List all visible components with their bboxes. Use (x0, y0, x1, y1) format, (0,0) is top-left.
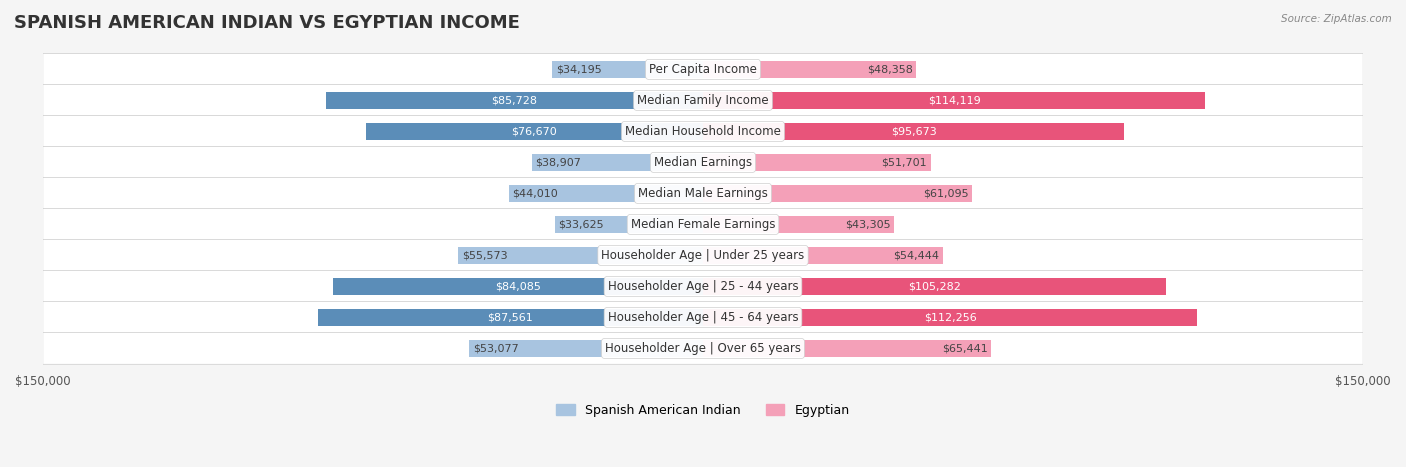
Text: $51,701: $51,701 (882, 157, 927, 168)
Bar (318, 309, 703, 326)
Bar (703, 92, 1205, 109)
Text: $87,561: $87,561 (488, 312, 533, 322)
FancyBboxPatch shape (42, 54, 1364, 85)
FancyBboxPatch shape (42, 333, 1364, 364)
Text: $85,728: $85,728 (491, 95, 537, 106)
Bar (703, 340, 991, 357)
Text: Median Earnings: Median Earnings (654, 156, 752, 169)
Bar (703, 185, 972, 202)
Text: $55,573: $55,573 (461, 250, 508, 261)
Text: $61,095: $61,095 (922, 188, 969, 198)
Text: $48,358: $48,358 (866, 64, 912, 74)
Text: $114,119: $114,119 (928, 95, 980, 106)
Text: $54,444: $54,444 (893, 250, 939, 261)
Text: Median Household Income: Median Household Income (626, 125, 780, 138)
Text: Median Female Earnings: Median Female Earnings (631, 218, 775, 231)
Bar (555, 216, 703, 233)
FancyBboxPatch shape (42, 302, 1364, 333)
Bar (553, 61, 703, 78)
Text: Householder Age | Under 25 years: Householder Age | Under 25 years (602, 249, 804, 262)
Text: $76,670: $76,670 (512, 127, 557, 136)
Text: $65,441: $65,441 (942, 343, 988, 354)
Text: Per Capita Income: Per Capita Income (650, 63, 756, 76)
FancyBboxPatch shape (42, 147, 1364, 178)
Bar (703, 309, 1197, 326)
Text: $84,085: $84,085 (495, 282, 541, 291)
Bar (326, 92, 703, 109)
Bar (703, 154, 931, 171)
Text: Householder Age | 45 - 64 years: Householder Age | 45 - 64 years (607, 311, 799, 324)
FancyBboxPatch shape (42, 209, 1364, 240)
Text: SPANISH AMERICAN INDIAN VS EGYPTIAN INCOME: SPANISH AMERICAN INDIAN VS EGYPTIAN INCO… (14, 14, 520, 32)
Bar (333, 278, 703, 295)
Bar (509, 185, 703, 202)
Bar (366, 123, 703, 140)
Text: Householder Age | Over 65 years: Householder Age | Over 65 years (605, 342, 801, 355)
Text: $53,077: $53,077 (472, 343, 519, 354)
Bar (703, 123, 1123, 140)
Bar (470, 340, 703, 357)
Text: Source: ZipAtlas.com: Source: ZipAtlas.com (1281, 14, 1392, 24)
Text: Median Family Income: Median Family Income (637, 94, 769, 107)
Bar (703, 61, 915, 78)
Text: $33,625: $33,625 (558, 219, 605, 229)
Text: $105,282: $105,282 (908, 282, 962, 291)
Bar (703, 278, 1167, 295)
Text: $44,010: $44,010 (513, 188, 558, 198)
Text: Median Male Earnings: Median Male Earnings (638, 187, 768, 200)
Bar (703, 247, 942, 264)
Bar (703, 216, 894, 233)
Bar (458, 247, 703, 264)
Legend: Spanish American Indian, Egyptian: Spanish American Indian, Egyptian (551, 399, 855, 422)
Bar (531, 154, 703, 171)
Text: $34,195: $34,195 (555, 64, 602, 74)
Text: $112,256: $112,256 (924, 312, 976, 322)
FancyBboxPatch shape (42, 116, 1364, 147)
Text: $95,673: $95,673 (890, 127, 936, 136)
Text: $43,305: $43,305 (845, 219, 890, 229)
FancyBboxPatch shape (42, 177, 1364, 209)
FancyBboxPatch shape (42, 271, 1364, 302)
Text: Householder Age | 25 - 44 years: Householder Age | 25 - 44 years (607, 280, 799, 293)
Text: $38,907: $38,907 (536, 157, 581, 168)
FancyBboxPatch shape (42, 85, 1364, 116)
FancyBboxPatch shape (42, 240, 1364, 271)
